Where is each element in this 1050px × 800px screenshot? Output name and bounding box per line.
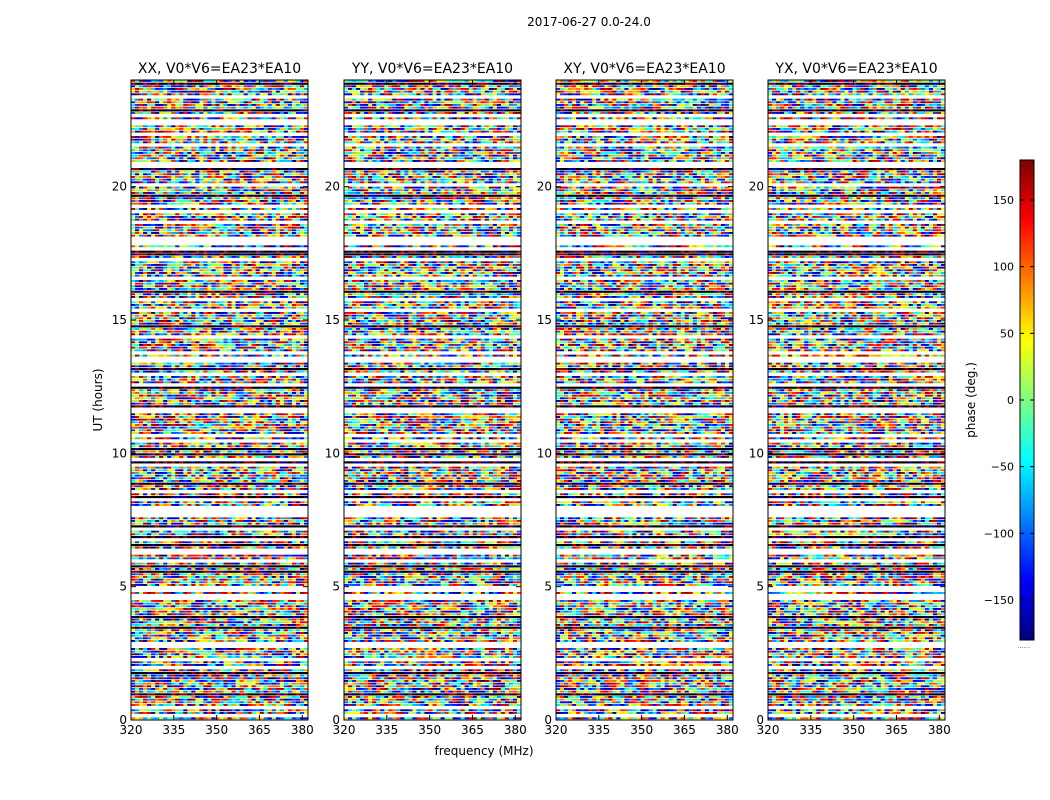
panel-3: XY, V0*V6=EA23*EA10 320 335 350 365 380 0 5 10 15… xyxy=(537,61,739,737)
x-tick-label: 320 xyxy=(333,723,356,737)
colorbar-tick-label: −150 xyxy=(984,594,1014,607)
x-tick-label: 320 xyxy=(545,723,568,737)
colorbar-label: phase (deg.) xyxy=(964,362,978,438)
y-tick-label: 20 xyxy=(537,180,552,194)
x-tick-label: 365 xyxy=(885,723,908,737)
panels: XX, V0*V6=EA23*EA10 320 335 350 365 380 0 5 10 15… xyxy=(112,61,951,737)
x-tick-label: 380 xyxy=(504,723,527,737)
x-tick-label: 335 xyxy=(587,723,610,737)
phase-heatmap-2 xyxy=(344,80,521,720)
panel-frame xyxy=(767,79,946,721)
x-axis-label: frequency (MHz) xyxy=(434,744,533,758)
y-tick-label: 15 xyxy=(749,313,764,327)
phase-heatmap-4 xyxy=(768,80,945,720)
y-tick-label: 20 xyxy=(112,180,127,194)
panel-frame xyxy=(130,79,309,721)
y-tick-label: 5 xyxy=(119,580,127,594)
x-tick-label: 350 xyxy=(418,723,441,737)
colorbar: 150 100 50 0 −50 −100 −150 phase (deg.) ...... xyxy=(964,159,1035,650)
colorbar-tick-label: 100 xyxy=(993,261,1014,274)
x-tick-label: 380 xyxy=(928,723,951,737)
x-tick-label: 335 xyxy=(799,723,822,737)
y-tick-label: 15 xyxy=(537,313,552,327)
y-tick-label: 5 xyxy=(544,580,552,594)
colorbar-tick-label: −100 xyxy=(984,527,1014,540)
colorbar-tick-label: 0 xyxy=(1007,394,1014,407)
phase-heatmap-3 xyxy=(556,80,733,720)
figure-suptitle: 2017-06-27 0.0-24.0 xyxy=(527,15,651,29)
panel-4: YX, V0*V6=EA23*EA10 320 335 350 365 380 0 5 10 15… xyxy=(749,61,951,737)
panel-title: YY, V0*V6=EA23*EA10 xyxy=(351,61,513,77)
y-tick-label: 10 xyxy=(112,446,127,460)
x-tick-label: 365 xyxy=(248,723,271,737)
x-tick-label: 380 xyxy=(291,723,314,737)
y-tick-label: 0 xyxy=(756,713,764,727)
y-axis-label: UT (hours) xyxy=(91,368,105,431)
x-tick-label: 320 xyxy=(757,723,780,737)
colorbar-ticks: 150 100 50 0 −50 −100 −150 xyxy=(984,194,1034,607)
colorbar-tick-label: 150 xyxy=(993,194,1014,207)
y-tick-label: 20 xyxy=(325,180,340,194)
x-tick-label: 335 xyxy=(375,723,398,737)
y-tick-label: 0 xyxy=(119,713,127,727)
panel-frame xyxy=(555,79,734,721)
x-tick-label: 350 xyxy=(630,723,653,737)
panel-title: XX, V0*V6=EA23*EA10 xyxy=(138,61,301,77)
panel-1: XX, V0*V6=EA23*EA10 320 335 350 365 380 0 5 10 15… xyxy=(112,61,314,737)
x-tick-label: 380 xyxy=(716,723,739,737)
x-tick-label: 335 xyxy=(162,723,185,737)
panel-frame xyxy=(343,79,522,721)
panel-title: YX, V0*V6=EA23*EA10 xyxy=(774,61,937,77)
y-tick-label: 15 xyxy=(112,313,127,327)
y-tick-label: 0 xyxy=(544,713,552,727)
colorbar-offset-text: ...... xyxy=(1017,642,1030,650)
y-tick-label: 15 xyxy=(325,313,340,327)
colorbar-tick-label: −50 xyxy=(991,461,1014,474)
x-tick-label: 365 xyxy=(461,723,484,737)
x-tick-label: 365 xyxy=(673,723,696,737)
y-tick-label: 0 xyxy=(332,713,340,727)
phase-heatmap-1 xyxy=(131,80,308,720)
y-tick-label: 5 xyxy=(756,580,764,594)
panel-2: YY, V0*V6=EA23*EA10 320 335 350 365 380 0 5 10 15… xyxy=(325,61,527,737)
y-tick-label: 10 xyxy=(325,446,340,460)
y-tick-label: 10 xyxy=(537,446,552,460)
x-tick-label: 320 xyxy=(120,723,143,737)
y-tick-label: 20 xyxy=(749,180,764,194)
y-tick-label: 5 xyxy=(332,580,340,594)
panel-title: XY, V0*V6=EA23*EA10 xyxy=(563,61,725,77)
x-tick-label: 350 xyxy=(842,723,865,737)
y-tick-label: 10 xyxy=(749,446,764,460)
x-tick-label: 350 xyxy=(205,723,228,737)
colorbar-tick-label: 50 xyxy=(1000,327,1014,340)
